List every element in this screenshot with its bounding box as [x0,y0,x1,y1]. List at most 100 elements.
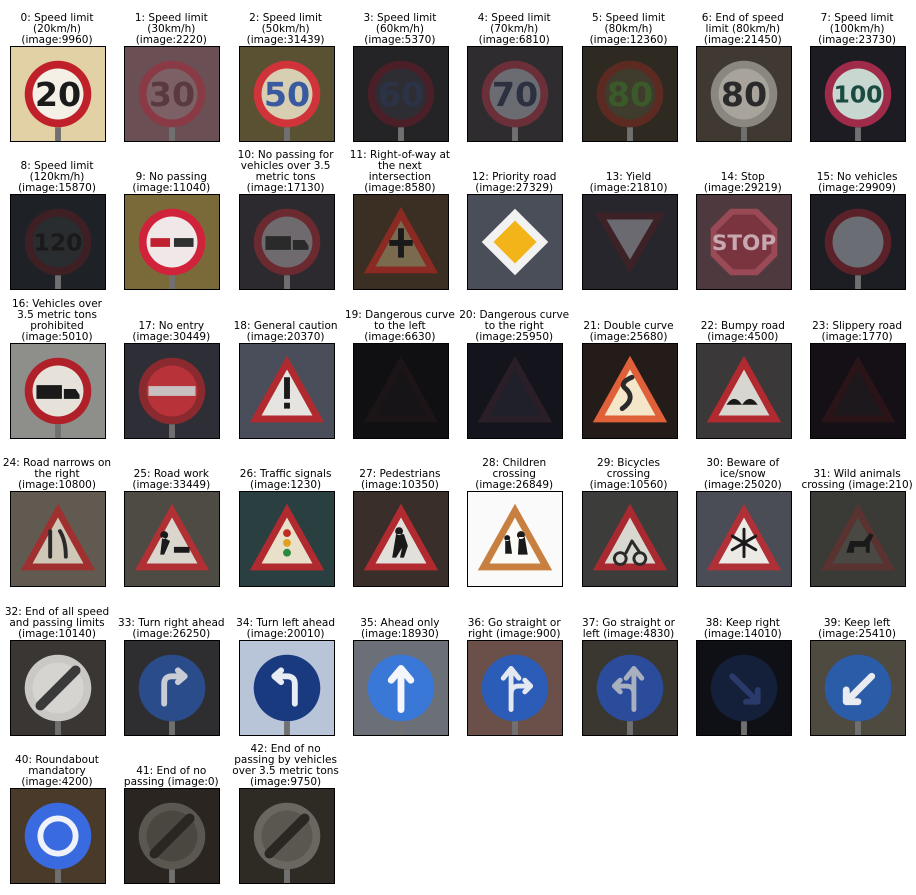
sign-drawing [811,640,906,735]
sign-image [695,639,792,736]
sign-image: 50 [238,46,335,142]
sign-image [124,788,221,884]
sign-tile: 28: Children crossing (image:26849) [457,445,571,588]
sign-tile: 7: Speed limit (100km/h) (image:23730) 10… [800,0,914,142]
sign-title: 22: Bumpy road (image:4500) [700,319,785,343]
sign-title: 13: Yield (image:21810) [589,171,668,195]
sign-title: 39: Keep left (image:25410) [818,616,897,640]
sign-tile: 11: Right-of-way at the next intersectio… [343,148,457,291]
sign-tile: 0: Speed limit (20km/h) (image:9960) 20 [0,0,114,142]
sign-image: 60 [352,46,449,142]
sign-title: 1: Speed limit (30km/h) (image:2220) [134,12,208,46]
sign-title: 0: Speed limit (20km/h) (image:9960) [20,12,94,46]
sign-title: 12: Priority road (image:27329) [471,171,557,195]
svg-text:STOP: STOP [712,231,776,256]
sign-image [352,491,449,588]
sign-tile: 29: Bicycles crossing (image:10560) [572,445,686,588]
sign-tile: 25: Road work (image:33449) [114,445,228,588]
sign-tile: 15: No vehicles (image:29909) [800,148,914,291]
sign-image [467,342,564,439]
sign-tile: 36: Go straight or right (image:900) [457,594,571,736]
sign-tile: 9: No passing (image:11040) [114,148,228,291]
sign-tile: 27: Pedestrians (image:10350) [343,445,457,588]
sign-drawing [582,195,677,290]
sign-drawing [11,343,105,438]
sign-image [238,788,335,884]
sign-title: 36: Go straight or right (image:900) [467,616,561,640]
sign-title: 37: Go straight or left (image:4830) [582,616,675,640]
sign-drawing [125,492,220,587]
sign-title: 33: Turn right ahead (image:26250) [118,616,225,640]
sign-image: STOP [695,194,792,291]
sign-title: 34: Turn left ahead (image:20010) [236,616,335,640]
sign-drawing [239,343,334,438]
sign-tile: 33: Turn right ahead (image:26250) [114,594,228,736]
sign-tile: 4: Speed limit (70km/h) (image:6810) 70 [457,0,571,142]
sign-image: 120 [10,194,106,291]
svg-text:80: 80 [721,75,767,114]
sign-image [695,491,792,588]
sign-drawing [239,789,334,883]
sign-title: 9: No passing (image:11040) [132,171,211,195]
svg-text:80: 80 [606,75,652,114]
sign-title: 42: End of no passing by vehicles over 3… [232,743,339,788]
sign-tile: 2: Speed limit (50km/h) (image:31439) 50 [229,0,343,142]
svg-text:100: 100 [834,80,883,108]
sign-tile: 38: Keep right (image:14010) [686,594,800,736]
sign-tile: 37: Go straight or left (image:4830) [572,594,686,736]
sign-title: 6: End of speed limit (80km/h) (image:21… [701,12,784,46]
sign-tile: 6: End of speed limit (80km/h) (image:21… [686,0,800,142]
sign-title: 27: Pedestrians (image:10350) [359,468,441,492]
sign-tile: 41: End of no passing (image:0) [114,742,228,884]
sign-tile: 24: Road narrows on the right (image:108… [0,445,114,588]
sign-title: 15: No vehicles (image:29909) [816,171,898,195]
sign-drawing [811,492,906,587]
sign-drawing [468,195,563,290]
sign-drawing: 80 [696,47,791,141]
sign-title: 20: Dangerous curve to the right (image:… [459,308,570,343]
sign-title: 29: Bicycles crossing (image:10560) [589,457,668,492]
sign-title: 25: Road work (image:33449) [132,468,211,492]
sign-title: 10: No passing for vehicles over 3.5 met… [237,149,334,195]
sign-title: 2: Speed limit (50km/h) (image:31439) [246,12,325,46]
sign-drawing [11,492,105,587]
sign-image [810,342,907,439]
sign-title: 30: Beware of ice/snow (image:25020) [703,457,782,492]
sign-image [10,639,106,736]
sign-image [581,342,678,439]
sign-title: 40: Roundabout mandatory (image:4200) [15,754,99,788]
sign-drawing [125,640,220,735]
sign-title: 7: Speed limit (100km/h) (image:23730) [818,12,897,46]
svg-text:20: 20 [35,75,81,114]
sign-image [238,491,335,588]
sign-title: 18: General caution (image:20370) [233,319,338,343]
sign-tile: 34: Turn left ahead (image:20010) [229,594,343,736]
sign-tile: 19: Dangerous curve to the left (image:6… [343,297,457,439]
sign-title: 17: No entry (image:30449) [132,319,211,343]
sign-title: 32: End of all speed and passing limits … [4,605,110,640]
sign-image [10,788,106,884]
sign-drawing [125,343,220,438]
sign-title: 35: Ahead only (image:18930) [360,616,440,640]
sign-drawing [353,195,448,290]
sign-drawing: 50 [239,47,334,141]
sign-drawing [582,492,677,587]
sign-title: 11: Right-of-way at the next intersectio… [349,149,451,195]
sign-tile: 14: Stop (image:29219) STOP [686,148,800,291]
sign-drawing: 60 [353,47,448,141]
sign-image [467,639,564,736]
sign-drawing [353,640,448,735]
sign-drawing [239,492,334,587]
sign-image [581,491,678,588]
sign-tile: 5: Speed limit (80km/h) (image:12360) 80 [572,0,686,142]
sign-image: 80 [581,46,678,142]
sign-tile: 40: Roundabout mandatory (image:4200) [0,742,114,884]
sign-drawing [353,492,448,587]
sign-title: 4: Speed limit (70km/h) (image:6810) [477,12,551,46]
sign-drawing: 80 [582,47,677,141]
sign-image [810,194,907,291]
sign-image [124,639,221,736]
sign-image [581,194,678,291]
sign-drawing [468,492,563,587]
sign-tile: 20: Dangerous curve to the right (image:… [457,297,571,439]
